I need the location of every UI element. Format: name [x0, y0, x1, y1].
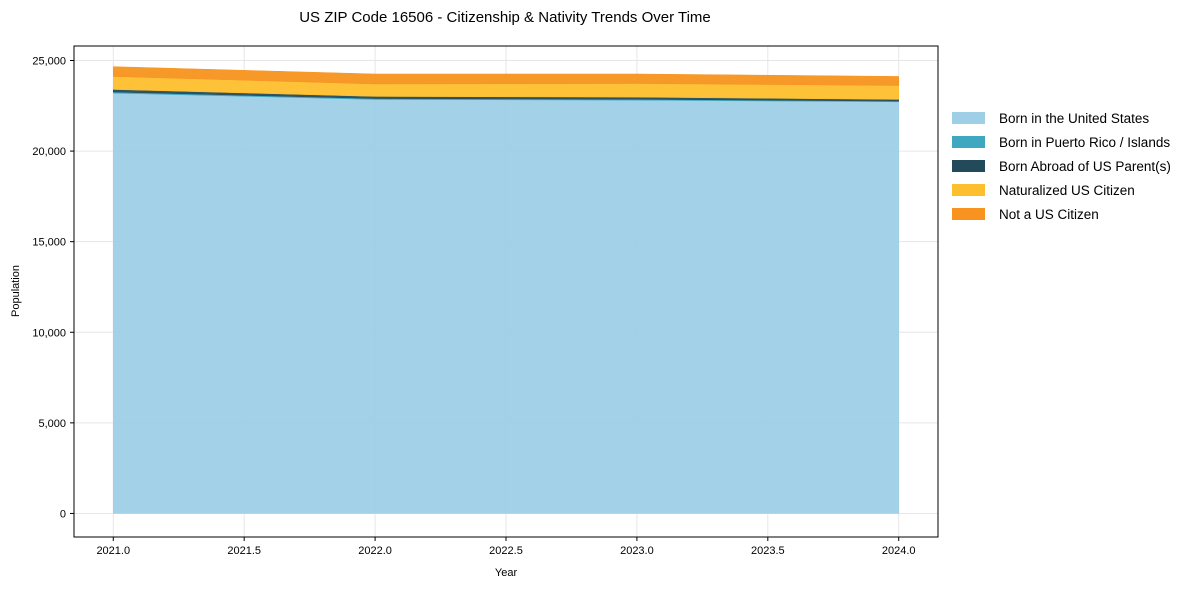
- y-tick-label: 10,000: [32, 327, 66, 339]
- legend-item-born-abroad: Born Abroad of US Parent(s): [952, 154, 1171, 178]
- legend-item-puerto-rico: Born in Puerto Rico / Islands: [952, 130, 1171, 154]
- legend-label: Born in the United States: [999, 110, 1150, 126]
- x-axis-ticks: 2021.0 2021.5 2022.0 2022.5 2023.0 2023.5 2024…: [96, 537, 916, 557]
- legend-item-born-us: Born in the United States: [952, 106, 1171, 130]
- x-tick-label: 2023.5: [751, 545, 785, 557]
- x-tick-label: 2022.5: [489, 545, 523, 557]
- y-axis-ticks: 0 5,000 10,000 15,000 20,000 25,000: [32, 55, 74, 520]
- legend-label: Born in Puerto Rico / Islands: [999, 134, 1171, 150]
- legend-swatch-icon: [952, 112, 985, 124]
- y-tick-label: 5,000: [38, 418, 66, 430]
- x-axis-label: Year: [495, 567, 518, 579]
- chart-title: US ZIP Code 16506 - Citizenship & Nativi…: [299, 9, 711, 26]
- legend-label: Naturalized US Citizen: [999, 182, 1135, 198]
- x-tick-label: 2022.0: [358, 545, 392, 557]
- legend-item-naturalized: Naturalized US Citizen: [952, 178, 1171, 202]
- legend-swatch-icon: [952, 136, 985, 148]
- area-series: [113, 66, 899, 86]
- area-series: [113, 92, 899, 514]
- y-tick-label: 25,000: [32, 55, 66, 67]
- stacked-areas: [113, 66, 899, 514]
- legend-swatch-icon: [952, 160, 985, 172]
- x-tick-label: 2024.0: [882, 545, 916, 557]
- legend-label: Not a US Citizen: [999, 206, 1099, 222]
- legend: Born in the United States Born in Puerto…: [952, 106, 1171, 226]
- y-tick-label: 0: [60, 508, 66, 520]
- y-tick-label: 15,000: [32, 237, 66, 249]
- y-tick-label: 20,000: [32, 146, 66, 158]
- x-tick-label: 2021.5: [227, 545, 261, 557]
- legend-label: Born Abroad of US Parent(s): [999, 158, 1171, 174]
- legend-item-not-citizen: Not a US Citizen: [952, 202, 1171, 226]
- legend-swatch-icon: [952, 208, 985, 220]
- x-tick-label: 2023.0: [620, 545, 654, 557]
- y-axis-label: Population: [10, 265, 22, 317]
- x-tick-label: 2021.0: [96, 545, 130, 557]
- legend-swatch-icon: [952, 184, 985, 196]
